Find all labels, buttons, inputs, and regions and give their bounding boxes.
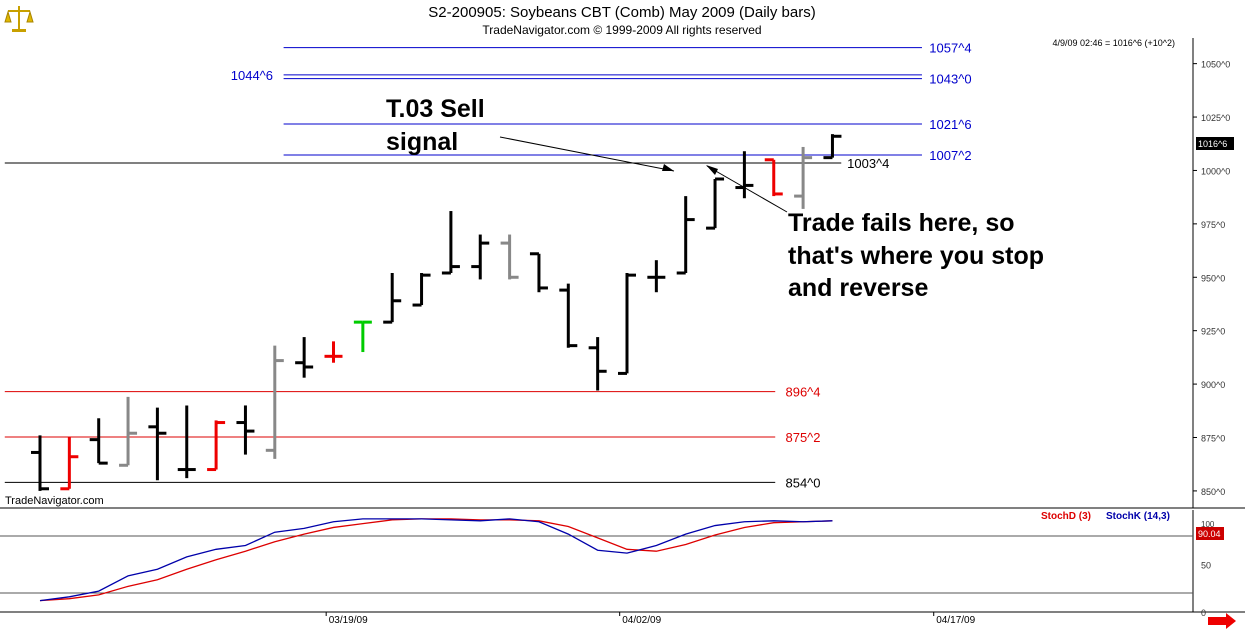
ohlc-bar [676, 196, 695, 275]
ohlc-bar [89, 418, 108, 465]
date-tick-label: 03/19/09 [329, 615, 368, 626]
ohlc-bar [735, 151, 754, 199]
ohlc-bar [559, 283, 578, 348]
level-label: 896^4 [785, 385, 820, 400]
ohlc-bar [588, 337, 607, 391]
price-tick-label: 1025^0 [1201, 113, 1230, 123]
level-label: 1021^6 [929, 117, 971, 132]
stoch-tick-label: 50 [1201, 561, 1211, 571]
fail-annotation-line2: that's where you stop [788, 242, 1044, 270]
sell-signal-arrow [499, 136, 675, 172]
price-tick-label: 850^0 [1201, 487, 1225, 497]
ohlc-bar [500, 234, 519, 280]
fail-arrow [706, 165, 788, 213]
price-tick-label: 925^0 [1201, 327, 1225, 337]
ohlc-bar [706, 177, 725, 230]
level-label: 1043^0 [929, 72, 971, 87]
stoch-k-line [39, 518, 833, 602]
level-label: 1044^6 [231, 68, 273, 83]
ohlc-bar [60, 437, 79, 491]
sell-signal-annotation-line1: T.03 Sell [386, 95, 485, 123]
level-label: 854^0 [785, 475, 820, 490]
stoch-value-label: 90.04 [1198, 529, 1221, 539]
ohlc-bar [764, 158, 783, 197]
price-tick-label: 950^0 [1201, 273, 1225, 283]
watermark-text: TradeNavigator.com [5, 495, 104, 507]
ohlc-bar [647, 260, 666, 293]
price-tick-label: 900^0 [1201, 380, 1225, 390]
quote-readout: 4/9/09 02:46 = 1016^6 (+10^2) [1052, 38, 1175, 48]
ohlc-bar [236, 405, 255, 455]
copyright-text: TradeNavigator.com © 1999-2009 All right… [482, 23, 761, 37]
last-price-tag [1196, 137, 1234, 150]
ohlc-bar [177, 405, 196, 479]
ohlc-bar [471, 234, 490, 280]
price-tick-label: 975^0 [1201, 220, 1225, 230]
ohlc-bar [148, 407, 167, 481]
level-label: 1007^2 [929, 148, 971, 163]
ohlc-bar [353, 320, 372, 353]
price-tick-label: 875^0 [1201, 434, 1225, 444]
fail-annotation-line1: Trade fails here, so [788, 209, 1015, 237]
ohlc-bar [412, 273, 431, 307]
last-price-label: 1016^6 [1198, 139, 1227, 149]
price-tick-label: 1050^0 [1201, 60, 1230, 70]
ohlc-bar [295, 337, 314, 378]
ohlc-bar [383, 273, 402, 324]
sell-signal-annotation-line2: signal [386, 128, 458, 156]
ohlc-bar [618, 273, 636, 375]
ohlc-bar [119, 396, 138, 467]
scroll-right-arrow-icon[interactable] [1208, 613, 1236, 629]
ohlc-bar [823, 134, 842, 160]
ohlc-bar [794, 146, 813, 209]
date-tick-label: 04/02/09 [622, 615, 661, 626]
ohlc-bar [31, 435, 49, 491]
date-tick-label: 04/17/09 [936, 615, 975, 626]
stoch-k-legend: StochK (14,3) [1106, 511, 1170, 522]
price-tick-label: 1000^0 [1201, 166, 1230, 176]
ohlc-bar [207, 420, 226, 472]
ohlc-bar [441, 211, 460, 275]
level-label: 875^2 [785, 430, 820, 445]
stoch-d-line [39, 518, 833, 602]
ohlc-bar [529, 252, 548, 293]
stoch-tick-label: 0 [1201, 608, 1206, 618]
ohlc-bar [265, 345, 284, 459]
level-label: 1003^4 [847, 156, 889, 171]
stoch-value-tag [1196, 527, 1224, 540]
stoch-d-legend: StochD (3) [1041, 511, 1091, 522]
logo-icon[interactable] [3, 2, 35, 34]
chart-title: S2-200905: Soybeans CBT (Comb) May 2009 … [428, 4, 815, 21]
stoch-top-tick-label: 100 [1201, 520, 1215, 529]
level-label: 1057^4 [929, 41, 971, 56]
fail-annotation-line3: and reverse [788, 274, 928, 302]
ohlc-bar [324, 341, 343, 363]
